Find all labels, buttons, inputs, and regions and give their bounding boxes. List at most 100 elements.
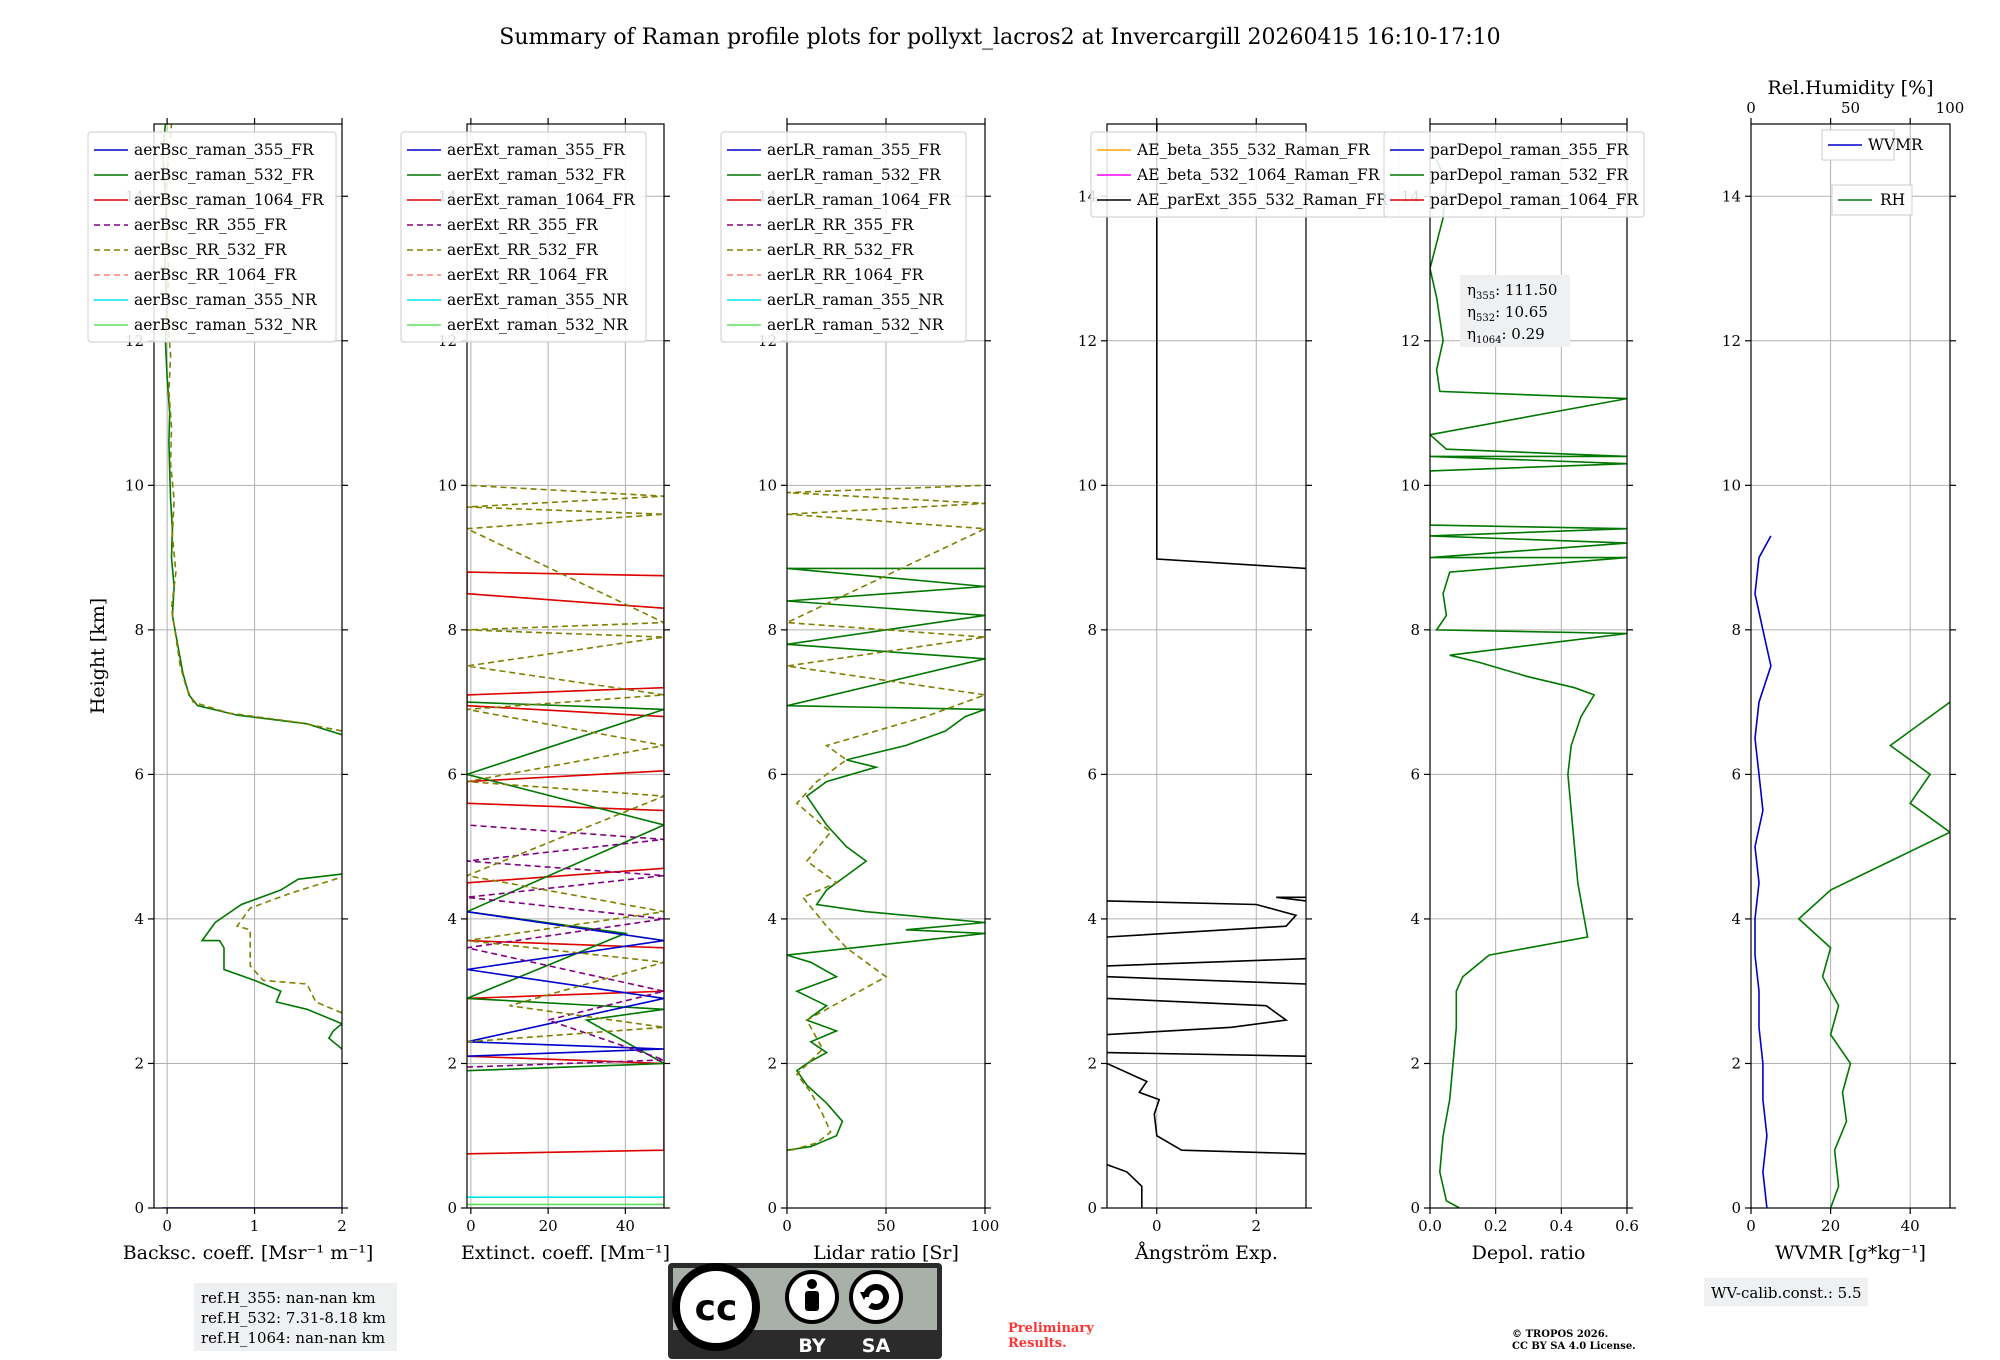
- legend-label: AE_beta_355_532_Raman_FR: [1136, 141, 1371, 159]
- x-tick-label: 2: [337, 1217, 347, 1235]
- x-axis-label: Backsc. coeff. [Msr⁻¹ m⁻¹]: [123, 1242, 374, 1264]
- y-tick-label: 2: [447, 1054, 457, 1072]
- y-tick-label: 2: [1410, 1054, 1420, 1072]
- eta-box: η355: 111.50 η532: 10.65 η1064: 0.29: [1460, 275, 1570, 347]
- legend-label: aerBsc_raman_355_FR: [134, 141, 315, 159]
- series-line: [787, 484, 985, 1151]
- y-tick-label: 0: [767, 1199, 777, 1217]
- y-tick-label: 6: [1731, 765, 1741, 783]
- top-x-tick-label: 100: [1936, 99, 1965, 117]
- x-tick-label: 0.4: [1549, 1217, 1573, 1235]
- y-tick-label: 10: [1722, 476, 1741, 494]
- y-tick-label: 10: [1078, 476, 1097, 494]
- y-tick-label: 4: [1410, 910, 1420, 928]
- ref-h-1064: ref.H_1064: nan-nan km: [201, 1329, 385, 1347]
- legend-label: aerLR_RR_1064_FR: [767, 266, 925, 284]
- legend-label: aerExt_raman_355_NR: [447, 291, 629, 309]
- x-tick-label: 40: [616, 1217, 635, 1235]
- copyright-line1: © TROPOS 2026.: [1512, 1329, 1608, 1340]
- y-tick-label: 0: [1410, 1199, 1420, 1217]
- cc-by-sa-badge: cc BY SA: [668, 1263, 942, 1359]
- series-line: [467, 571, 664, 1155]
- legend-label: aerBsc_raman_532_NR: [134, 316, 318, 334]
- y-tick-label: 0: [134, 1199, 144, 1217]
- axes-frame: [153, 123, 343, 1209]
- y-tick-label: 6: [1087, 765, 1097, 783]
- x-axis-label: WVMR [g*kg⁻¹]: [1775, 1242, 1926, 1264]
- legend-label: aerLR_raman_532_FR: [767, 166, 942, 184]
- x-tick-label: 20: [1821, 1217, 1840, 1235]
- y-tick-label: 4: [134, 910, 144, 928]
- series-line: [1797, 701, 1950, 1208]
- legend-label: parDepol_raman_355_FR: [1430, 141, 1630, 159]
- x-tick-label: 0: [782, 1217, 792, 1235]
- axes-frame: [1750, 123, 1951, 1209]
- x-tick-label: 0: [1152, 1217, 1162, 1235]
- legend-label: AE_parExt_355_532_Raman_FR: [1136, 191, 1389, 209]
- legend-label: aerLR_raman_355_NR: [767, 291, 945, 309]
- badge-sa-label: SA: [862, 1335, 891, 1357]
- y-tick-label: 2: [1731, 1054, 1741, 1072]
- y-tick-label: 8: [1087, 621, 1097, 639]
- preliminary-results-line2: Results.: [1008, 1336, 1067, 1351]
- y-tick-label: 8: [447, 621, 457, 639]
- axes-frame: [466, 123, 665, 1209]
- x-tick-label: 40: [1901, 1217, 1920, 1235]
- y-tick-label: 6: [1410, 765, 1420, 783]
- legend-label: aerBsc_raman_532_FR: [134, 166, 315, 184]
- legend-label: aerExt_RR_532_FR: [447, 241, 599, 259]
- panel-bsc: 02468101214012Backsc. coeff. [Msr⁻¹ m⁻¹]…: [87, 118, 374, 1264]
- x-tick-label: 0: [162, 1217, 172, 1235]
- x-tick-label: 1: [250, 1217, 260, 1235]
- y-tick-label: 6: [134, 765, 144, 783]
- panel-wv: 0 2 4 6 8 10 12 14 0 20 40 WVMR [g*kg⁻¹] 0 50 100Rel.H…: [1722, 77, 1964, 1264]
- eta-532-value: 10.65: [1505, 303, 1548, 321]
- y-tick-label: 8: [134, 621, 144, 639]
- series-group: [1430, 159, 1627, 1208]
- y-tick-label: 0: [1087, 1199, 1097, 1217]
- legend-label: aerBsc_RR_1064_FR: [134, 266, 298, 284]
- ref-h-532: ref.H_532: 7.31-8.18 km: [201, 1309, 386, 1327]
- x-tick-label: 50: [876, 1217, 895, 1235]
- y-tick-label: 4: [1087, 910, 1097, 928]
- y-tick-label: 4: [1731, 910, 1741, 928]
- preliminary-results-line1: Preliminary: [1008, 1321, 1094, 1336]
- legend-label: aerExt_RR_1064_FR: [447, 266, 609, 284]
- wv-calib-text: WV-calib.const.: 5.5: [1711, 1284, 1862, 1302]
- series-line: [467, 484, 664, 1043]
- legend-label: aerExt_raman_532_NR: [447, 316, 629, 334]
- rh-legend-label: RH: [1880, 191, 1905, 209]
- y-tick-label: 2: [134, 1054, 144, 1072]
- wvmr-legend-label: WVMR: [1868, 136, 1924, 154]
- wvmr-legend: WVMR: [1821, 129, 1924, 161]
- eta-355-label: η355: 111.50: [1467, 281, 1557, 302]
- series-group: [787, 484, 985, 1151]
- y-tick-label: 6: [447, 765, 457, 783]
- eta-1064-value: 0.29: [1511, 325, 1544, 343]
- legend: aerExt_raman_355_FR aerExt_raman_532_FRae…: [400, 131, 647, 343]
- x-tick-label: 0: [1746, 1217, 1756, 1235]
- legend-label: parDepol_raman_532_FR: [1430, 166, 1630, 184]
- series-line: [200, 873, 342, 1050]
- y-tick-label: 10: [438, 476, 457, 494]
- cc-logo-text: cc: [695, 1288, 738, 1329]
- legend-label: aerExt_raman_532_FR: [447, 166, 626, 184]
- panel-ext: 0246810121402040Extinct. coeff. [Mm⁻¹]ae…: [400, 118, 670, 1264]
- badge-by-label: BY: [798, 1335, 825, 1357]
- panel-lr: 02468101214050100Lidar ratio [Sr]aerLR_r…: [720, 118, 999, 1264]
- y-tick-label: 4: [767, 910, 777, 928]
- axes-frame: [1429, 123, 1628, 1209]
- y-tick-label: 14: [1722, 187, 1741, 205]
- legend-label: aerBsc_raman_1064_FR: [134, 191, 325, 209]
- cc-logo-icon: [672, 1263, 760, 1351]
- legend-label: aerLR_RR_532_FR: [767, 241, 915, 259]
- series-line: [1430, 159, 1627, 1208]
- legend: aerBsc_raman_355_FR aerBsc_raman_532_FRae…: [87, 131, 337, 343]
- series-group: [467, 484, 664, 1206]
- x-tick-label: 2: [1251, 1217, 1261, 1235]
- legend-label: aerExt_raman_1064_FR: [447, 191, 636, 209]
- rh-legend: RH: [1831, 184, 1913, 216]
- height-axis-label: Height [km]: [87, 598, 109, 714]
